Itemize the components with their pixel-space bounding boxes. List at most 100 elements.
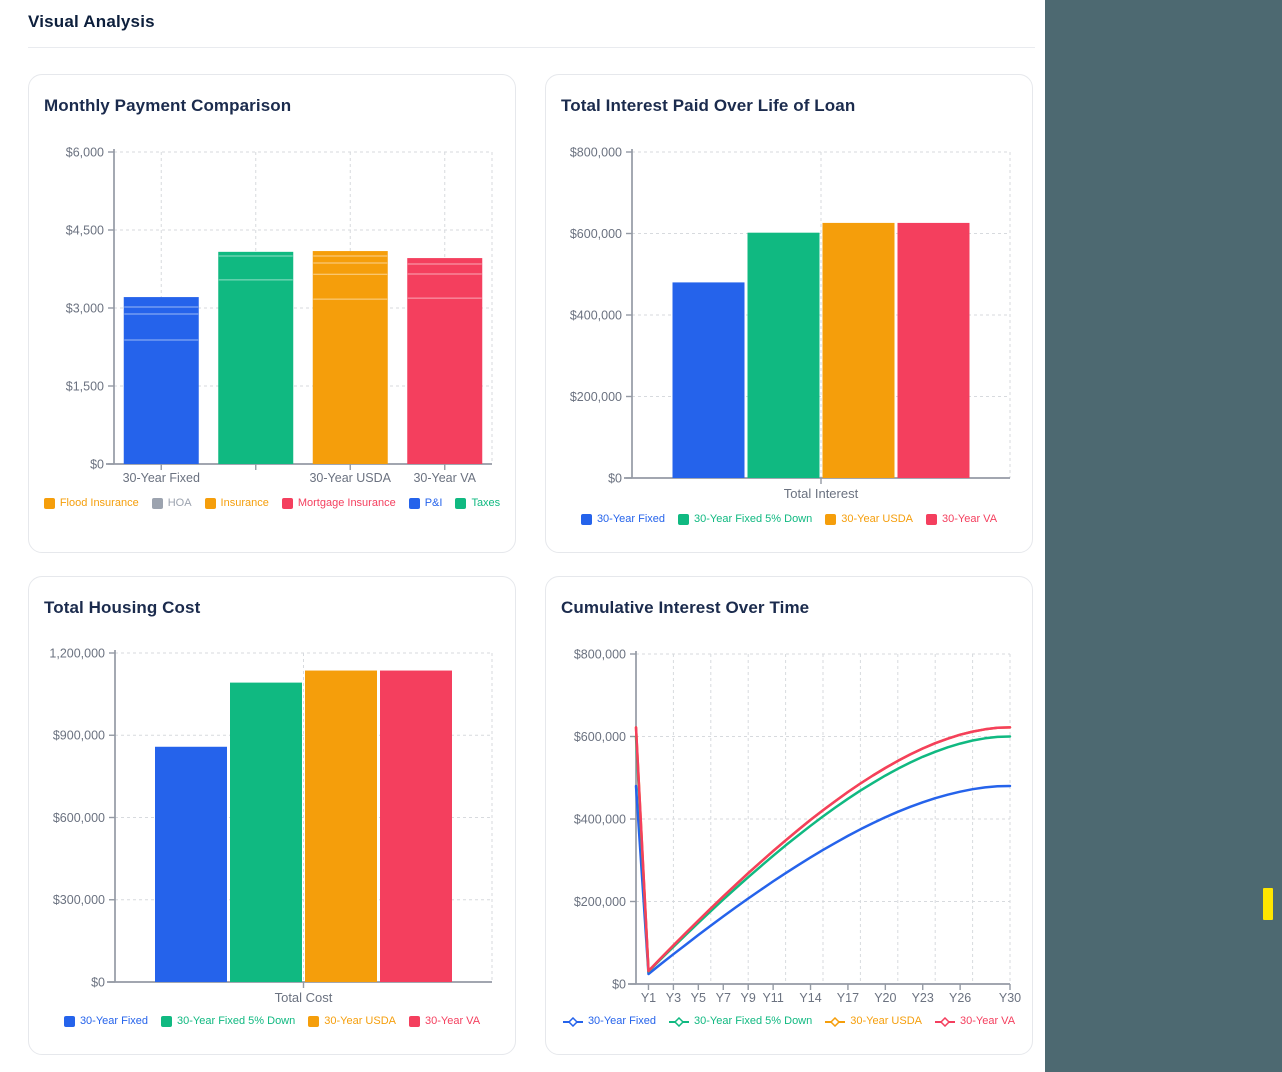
- y-tick-label: $0: [91, 975, 105, 989]
- legend-swatch-icon: [204, 498, 216, 509]
- chart-legend: 30-Year Fixed 30-Year Fixed 5% Down 30-Yea…: [560, 512, 1018, 527]
- card-total-housing-cost: Total Housing Cost 1,200,000 $900,000 $600…: [28, 576, 516, 1055]
- legend-item-label: 30-Year Fixed 5% Down: [177, 1015, 296, 1027]
- legend-item-30-year-fixed-5-down[interactable]: 30-Year Fixed 5% Down: [161, 1014, 295, 1029]
- chart-cumulative-interest-over-time: $800,000 $600,000 $400,000 $200,000 $0 Y1 Y3 Y5…: [574, 647, 1021, 1005]
- legend-item-mortgage-insurance[interactable]: Mortgage Insurance: [281, 496, 396, 511]
- y-tick-label: $0: [90, 457, 104, 471]
- y-tick-label: $0: [612, 977, 626, 991]
- legend-item-30-year-va[interactable]: 30-Year VA: [409, 1014, 480, 1029]
- legend-swatch-icon: [825, 514, 837, 525]
- bar-30-year-fixed-5-down: [218, 251, 294, 464]
- legend-swatch-icon: [151, 498, 163, 509]
- legend-item-label: 30-Year USDA: [841, 513, 913, 525]
- legend-swatch-icon: [580, 514, 592, 525]
- x-tick-label: 30-Year VA: [413, 471, 476, 485]
- x-tick-label: 30-Year Fixed: [123, 471, 200, 485]
- legend-swatch-icon: [43, 498, 55, 509]
- bar-30-year-va: [897, 222, 970, 478]
- line-30-year-fixed-5-down: [634, 735, 1012, 973]
- legend-item-insurance[interactable]: Insurance: [204, 496, 269, 511]
- legend-item-30-year-va[interactable]: 30-Year VA: [926, 512, 997, 527]
- x-tick-label: Y1: [641, 991, 656, 1005]
- legend-item-30-year-fixed[interactable]: 30-Year Fixed: [580, 512, 665, 527]
- legend-item-label: 30-Year Fixed: [79, 1015, 149, 1027]
- x-tick-label: Y20: [874, 991, 896, 1005]
- legend-item-label: 30-Year USDA: [324, 1015, 396, 1027]
- legend-item-label: 30-Year USDA: [850, 1015, 922, 1027]
- legend-item-30-year-usda[interactable]: 30-Year USDA: [825, 1014, 922, 1029]
- legend-item-p-i[interactable]: P&I: [408, 496, 443, 511]
- header-divider: [28, 47, 1035, 48]
- legend-item-label: Flood Insurance: [59, 497, 139, 509]
- line-30-year-fixed: [634, 784, 1012, 976]
- legend-item-30-year-usda[interactable]: 30-Year USDA: [308, 1014, 396, 1029]
- bar-30-year-fixed-5-down: [230, 682, 302, 982]
- y-tick-label: $1,500: [66, 379, 104, 393]
- legend-swatch-icon: [161, 1016, 173, 1027]
- chart-legend: 30-Year Fixed 30-Year Fixed 5% Down 30-Yea…: [43, 1014, 501, 1029]
- x-tick-label: Y14: [799, 991, 821, 1005]
- legend-item-label: 30-Year Fixed: [587, 1015, 657, 1027]
- legend-item-label: HOA: [167, 497, 192, 509]
- y-tick-label: $600,000: [570, 227, 622, 241]
- scroll-highlight-marker: [1263, 888, 1273, 920]
- y-tick-label: $800,000: [570, 145, 622, 159]
- x-tick-label: Y26: [949, 991, 971, 1005]
- chart-monthly-payment-comparison: $6,000 $4,500 $3,000 $1,500 $0 30-Year Fixed 3…: [66, 145, 493, 485]
- legend-item-30-year-usda[interactable]: 30-Year USDA: [825, 512, 913, 527]
- y-tick-label: $300,000: [53, 893, 105, 907]
- y-tick-label: $200,000: [570, 390, 622, 404]
- legend-item-label: Mortgage Insurance: [297, 497, 396, 509]
- legend-item-30-year-fixed-5-down[interactable]: 30-Year Fixed 5% Down: [678, 512, 812, 527]
- y-tick-label: $400,000: [574, 812, 626, 826]
- legend-item-30-year-fixed-5-down[interactable]: 30-Year Fixed 5% Down: [669, 1014, 812, 1029]
- y-tick-label: $800,000: [574, 647, 626, 661]
- side-panel: [1045, 0, 1282, 1072]
- legend-swatch-icon: [408, 498, 420, 509]
- legend-item-30-year-fixed[interactable]: 30-Year Fixed: [63, 1014, 149, 1029]
- y-tick-label: $900,000: [53, 729, 105, 743]
- y-tick-label: $0: [608, 471, 622, 485]
- x-tick-label: Y9: [741, 991, 756, 1005]
- y-tick-label: 1,200,000: [49, 646, 105, 660]
- x-tick-label: Y7: [716, 991, 731, 1005]
- legend-item-label: 30-Year VA: [960, 1015, 1016, 1027]
- x-tick-label: Y11: [762, 991, 783, 1005]
- legend-item-30-year-fixed[interactable]: 30-Year Fixed: [562, 1014, 657, 1029]
- chart-legend: 30-Year Fixed 30-Year Fixed 5% Down 30-Yea…: [560, 1014, 1018, 1029]
- legend-item-flood-insurance[interactable]: Flood Insurance: [43, 496, 139, 511]
- x-tick-label: 30-Year USDA: [309, 471, 391, 485]
- bar-30-year-fixed: [123, 297, 199, 464]
- legend-item-label: Insurance: [220, 497, 269, 509]
- y-tick-label: $600,000: [53, 811, 105, 825]
- x-tick-label: Y23: [912, 991, 934, 1005]
- legend-item-30-year-va[interactable]: 30-Year VA: [935, 1014, 1015, 1029]
- chart-title-total-housing-cost: Total Housing Cost: [44, 598, 201, 617]
- legend-item-label: 30-Year Fixed 5% Down: [694, 513, 813, 525]
- legend-swatch-icon: [926, 514, 937, 525]
- legend-line-marker-icon: [669, 1016, 690, 1027]
- legend-swatch-icon: [63, 1016, 75, 1027]
- legend-swatch-icon: [308, 1016, 320, 1027]
- legend-line-marker-icon: [825, 1016, 846, 1027]
- legend-item-taxes[interactable]: Taxes: [455, 496, 500, 511]
- legend-swatch-icon: [678, 514, 690, 525]
- legend-item-hoa[interactable]: HOA: [151, 496, 192, 511]
- chart-total-housing-cost: 1,200,000 $900,000 $600,000 $300,000 $0 Total…: [49, 646, 493, 1005]
- chart-title-total-interest: Total Interest Paid Over Life of Loan: [561, 96, 856, 115]
- legend-swatch-icon: [281, 498, 293, 509]
- chart-title-monthly-payment: Monthly Payment Comparison: [44, 96, 292, 115]
- y-tick-label: $600,000: [574, 730, 626, 744]
- legend-item-label: 30-Year Fixed 5% Down: [694, 1015, 813, 1027]
- bar-30-year-usda: [822, 222, 895, 478]
- card-cumulative-interest: Cumulative Interest Over Time $800,000 $6…: [545, 576, 1033, 1055]
- bar-30-year-va: [380, 670, 452, 982]
- legend-swatch-icon: [455, 498, 467, 509]
- legend-item-label: Taxes: [471, 497, 501, 509]
- x-tick-label: Y30: [999, 991, 1021, 1005]
- y-tick-label: $4,500: [66, 223, 104, 237]
- legend-item-label: P&I: [424, 497, 443, 509]
- legend-item-label: 30-Year VA: [942, 513, 998, 525]
- chart-legend: Flood Insurance HOA Insurance Mortgage Insu…: [43, 496, 501, 511]
